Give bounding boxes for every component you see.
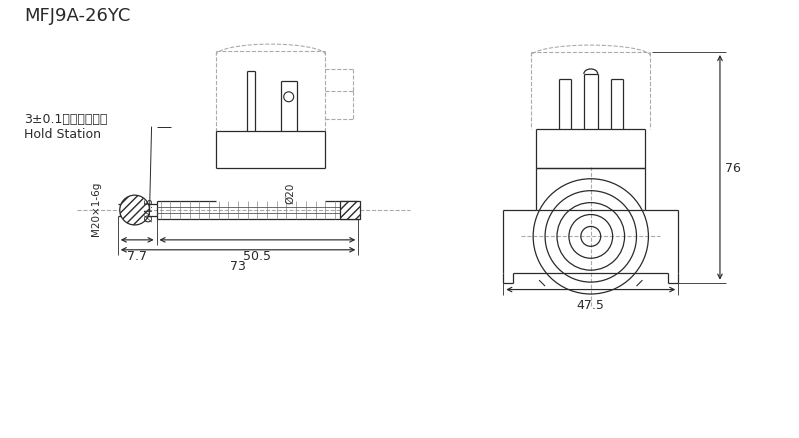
Bar	[340, 201, 360, 219]
Text: 47.5: 47.5	[577, 299, 605, 312]
Text: 7.7: 7.7	[127, 249, 147, 262]
Text: Hold Station: Hold Station	[25, 128, 101, 141]
Text: 50.5: 50.5	[244, 249, 272, 262]
Text: 76: 76	[725, 162, 741, 174]
Text: Ø4.5: Ø4.5	[145, 196, 154, 221]
Text: 3±0.1（吸合位置）: 3±0.1（吸合位置）	[25, 113, 108, 126]
Text: M20×1-6g: M20×1-6g	[91, 181, 101, 236]
Text: Ø20: Ø20	[286, 182, 296, 203]
Text: 73: 73	[230, 259, 246, 272]
Circle shape	[120, 196, 149, 226]
Text: MFJ9A-26YC: MFJ9A-26YC	[25, 7, 131, 25]
